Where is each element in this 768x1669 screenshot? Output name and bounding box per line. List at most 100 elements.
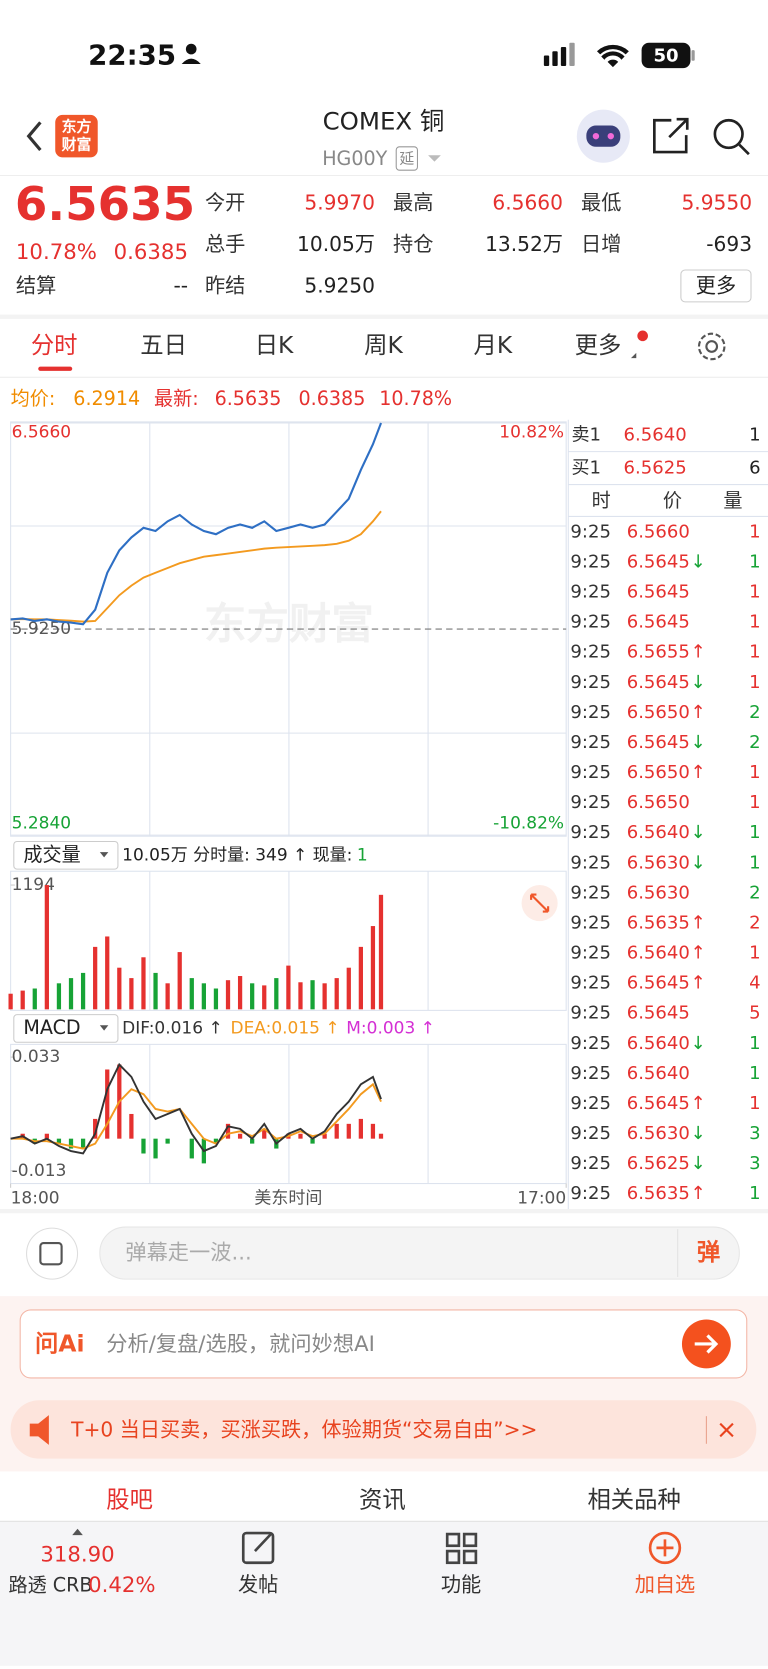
back-button[interactable] bbox=[26, 121, 42, 152]
trade-arrow: ↓ bbox=[690, 822, 705, 843]
danmu-button[interactable]: 弹 bbox=[697, 1238, 720, 1266]
index-arrow bbox=[72, 1528, 83, 1536]
trade-time: 9:25 bbox=[570, 1063, 611, 1084]
ai-prompt[interactable]: 分析/复盘/选股，就问妙想AI bbox=[106, 1332, 375, 1357]
macd-line bbox=[10, 1062, 382, 1155]
field-value: 13.52万 bbox=[485, 232, 563, 256]
macd-bar bbox=[250, 1138, 255, 1144]
trade-price: 6.5640 bbox=[627, 943, 690, 964]
macd-line bbox=[10, 1082, 382, 1150]
trade-time: 9:25 bbox=[570, 732, 611, 753]
trade-price: 6.5640 bbox=[627, 822, 690, 843]
trade-price: 6.5645 bbox=[627, 1093, 690, 1114]
trade-volume: 1 bbox=[749, 762, 760, 783]
trade-price: 6.5635 bbox=[627, 1183, 690, 1204]
banner-text[interactable]: T+0 当日买卖，买涨买跌，体验期货“交易自由”>> bbox=[70, 1418, 537, 1442]
status-time: 22:35 bbox=[88, 39, 176, 72]
y-tick-label: 5.2840 bbox=[12, 813, 71, 833]
trade-price: 6.5645 bbox=[627, 551, 690, 572]
dropdown-arrow bbox=[99, 852, 109, 858]
y-tick-label: -0.013 bbox=[12, 1161, 67, 1181]
more-button-label[interactable]: 更多 bbox=[696, 274, 736, 298]
trade-volume: 1 bbox=[749, 822, 760, 843]
ai-send[interactable] bbox=[681, 1319, 731, 1369]
trade-price: 6.5655 bbox=[627, 642, 690, 663]
tab[interactable]: 分时 bbox=[31, 331, 78, 359]
dropdown-arrow[interactable] bbox=[428, 155, 441, 162]
book-volume: 1 bbox=[749, 425, 760, 446]
trade-time: 9:25 bbox=[570, 973, 611, 994]
volume-selector[interactable] bbox=[13, 840, 119, 870]
macd-bar bbox=[225, 1123, 231, 1139]
trade-volume: 2 bbox=[749, 912, 760, 933]
volume-bar bbox=[189, 978, 194, 1010]
banner[interactable] bbox=[10, 1400, 757, 1459]
bottom-button[interactable]: 功能 bbox=[441, 1573, 481, 1597]
trade-price: 6.5650 bbox=[627, 762, 690, 783]
watermark: 东方财富 bbox=[204, 600, 374, 649]
trade-arrow: ↑ bbox=[690, 642, 705, 663]
dropdown-arrow bbox=[99, 1025, 109, 1031]
comment-placeholder[interactable]: 弹幕走一波... bbox=[125, 1241, 251, 1266]
section-tab[interactable]: 相关品种 bbox=[587, 1486, 680, 1514]
comment-input[interactable] bbox=[99, 1226, 740, 1280]
tab[interactable]: 五日 bbox=[140, 331, 187, 359]
tab[interactable]: 更多 bbox=[575, 331, 622, 359]
trade-volume: 1 bbox=[749, 792, 760, 813]
tab[interactable]: 日K bbox=[255, 331, 294, 359]
trade-volume: 1 bbox=[749, 852, 760, 873]
volume-bar bbox=[358, 946, 363, 1010]
m-label: M:0.003 ↑ bbox=[346, 1018, 435, 1038]
ai-box[interactable] bbox=[19, 1309, 748, 1379]
trade-time: 9:25 bbox=[570, 822, 611, 843]
trade-volume: 4 bbox=[749, 973, 760, 994]
post-icon[interactable] bbox=[241, 1531, 275, 1565]
comment-icon[interactable] bbox=[26, 1227, 79, 1280]
field-label: 今开 bbox=[205, 191, 245, 215]
x-axis-title: 美东时间 bbox=[254, 1188, 322, 1208]
volume-bar bbox=[237, 976, 243, 1010]
settings-icon[interactable] bbox=[697, 332, 726, 361]
change-pct: 10.78% bbox=[16, 240, 97, 265]
book-label: 买1 bbox=[571, 458, 601, 479]
volume-bar bbox=[105, 936, 110, 1010]
search-icon[interactable] bbox=[713, 118, 750, 156]
volume-bar bbox=[334, 978, 339, 1010]
volume-label[interactable]: 成交量 bbox=[23, 843, 80, 866]
divider bbox=[0, 314, 768, 319]
title: COMEX 铜 bbox=[323, 106, 445, 135]
pct-label: 10.82% bbox=[499, 423, 564, 443]
field-value: 5.9970 bbox=[304, 191, 375, 215]
function-icon[interactable] bbox=[445, 1532, 478, 1565]
trade-volume: 3 bbox=[749, 1153, 760, 1174]
tab[interactable]: 月K bbox=[474, 331, 513, 359]
active-tab-indicator bbox=[38, 366, 73, 371]
trade-price: 6.5645 bbox=[627, 732, 690, 753]
macd-selector[interactable] bbox=[13, 1014, 119, 1043]
trade-volume: 2 bbox=[749, 702, 760, 723]
macd-bar bbox=[129, 1113, 134, 1139]
share-icon[interactable] bbox=[653, 117, 689, 154]
robot-icon[interactable] bbox=[576, 109, 630, 163]
tab[interactable]: 周K bbox=[364, 331, 403, 359]
field-value: -693 bbox=[706, 232, 752, 256]
expand-button[interactable] bbox=[521, 885, 558, 922]
volume-bar bbox=[286, 965, 291, 1010]
trade-volume: 1 bbox=[749, 672, 760, 693]
close-banner[interactable] bbox=[719, 1422, 734, 1438]
trade-volume: 3 bbox=[749, 1123, 760, 1144]
field-label: 日增 bbox=[581, 232, 621, 256]
add-watch-icon[interactable] bbox=[648, 1531, 682, 1565]
avg-value: 6.2914 bbox=[73, 387, 140, 410]
volume-bar bbox=[8, 993, 13, 1010]
macd-bar bbox=[237, 1133, 243, 1139]
macd-label[interactable]: MACD bbox=[23, 1016, 80, 1039]
bottom-button[interactable]: 发帖 bbox=[238, 1573, 278, 1597]
section-tab[interactable]: 股吧 bbox=[106, 1486, 153, 1514]
bottom-button[interactable]: 加自选 bbox=[635, 1573, 696, 1597]
y-tick-label: 5.9250 bbox=[12, 619, 71, 639]
badge-dot bbox=[637, 330, 648, 342]
status-icons bbox=[181, 42, 695, 69]
more-button[interactable] bbox=[680, 269, 752, 303]
section-tab[interactable]: 资讯 bbox=[359, 1486, 406, 1514]
